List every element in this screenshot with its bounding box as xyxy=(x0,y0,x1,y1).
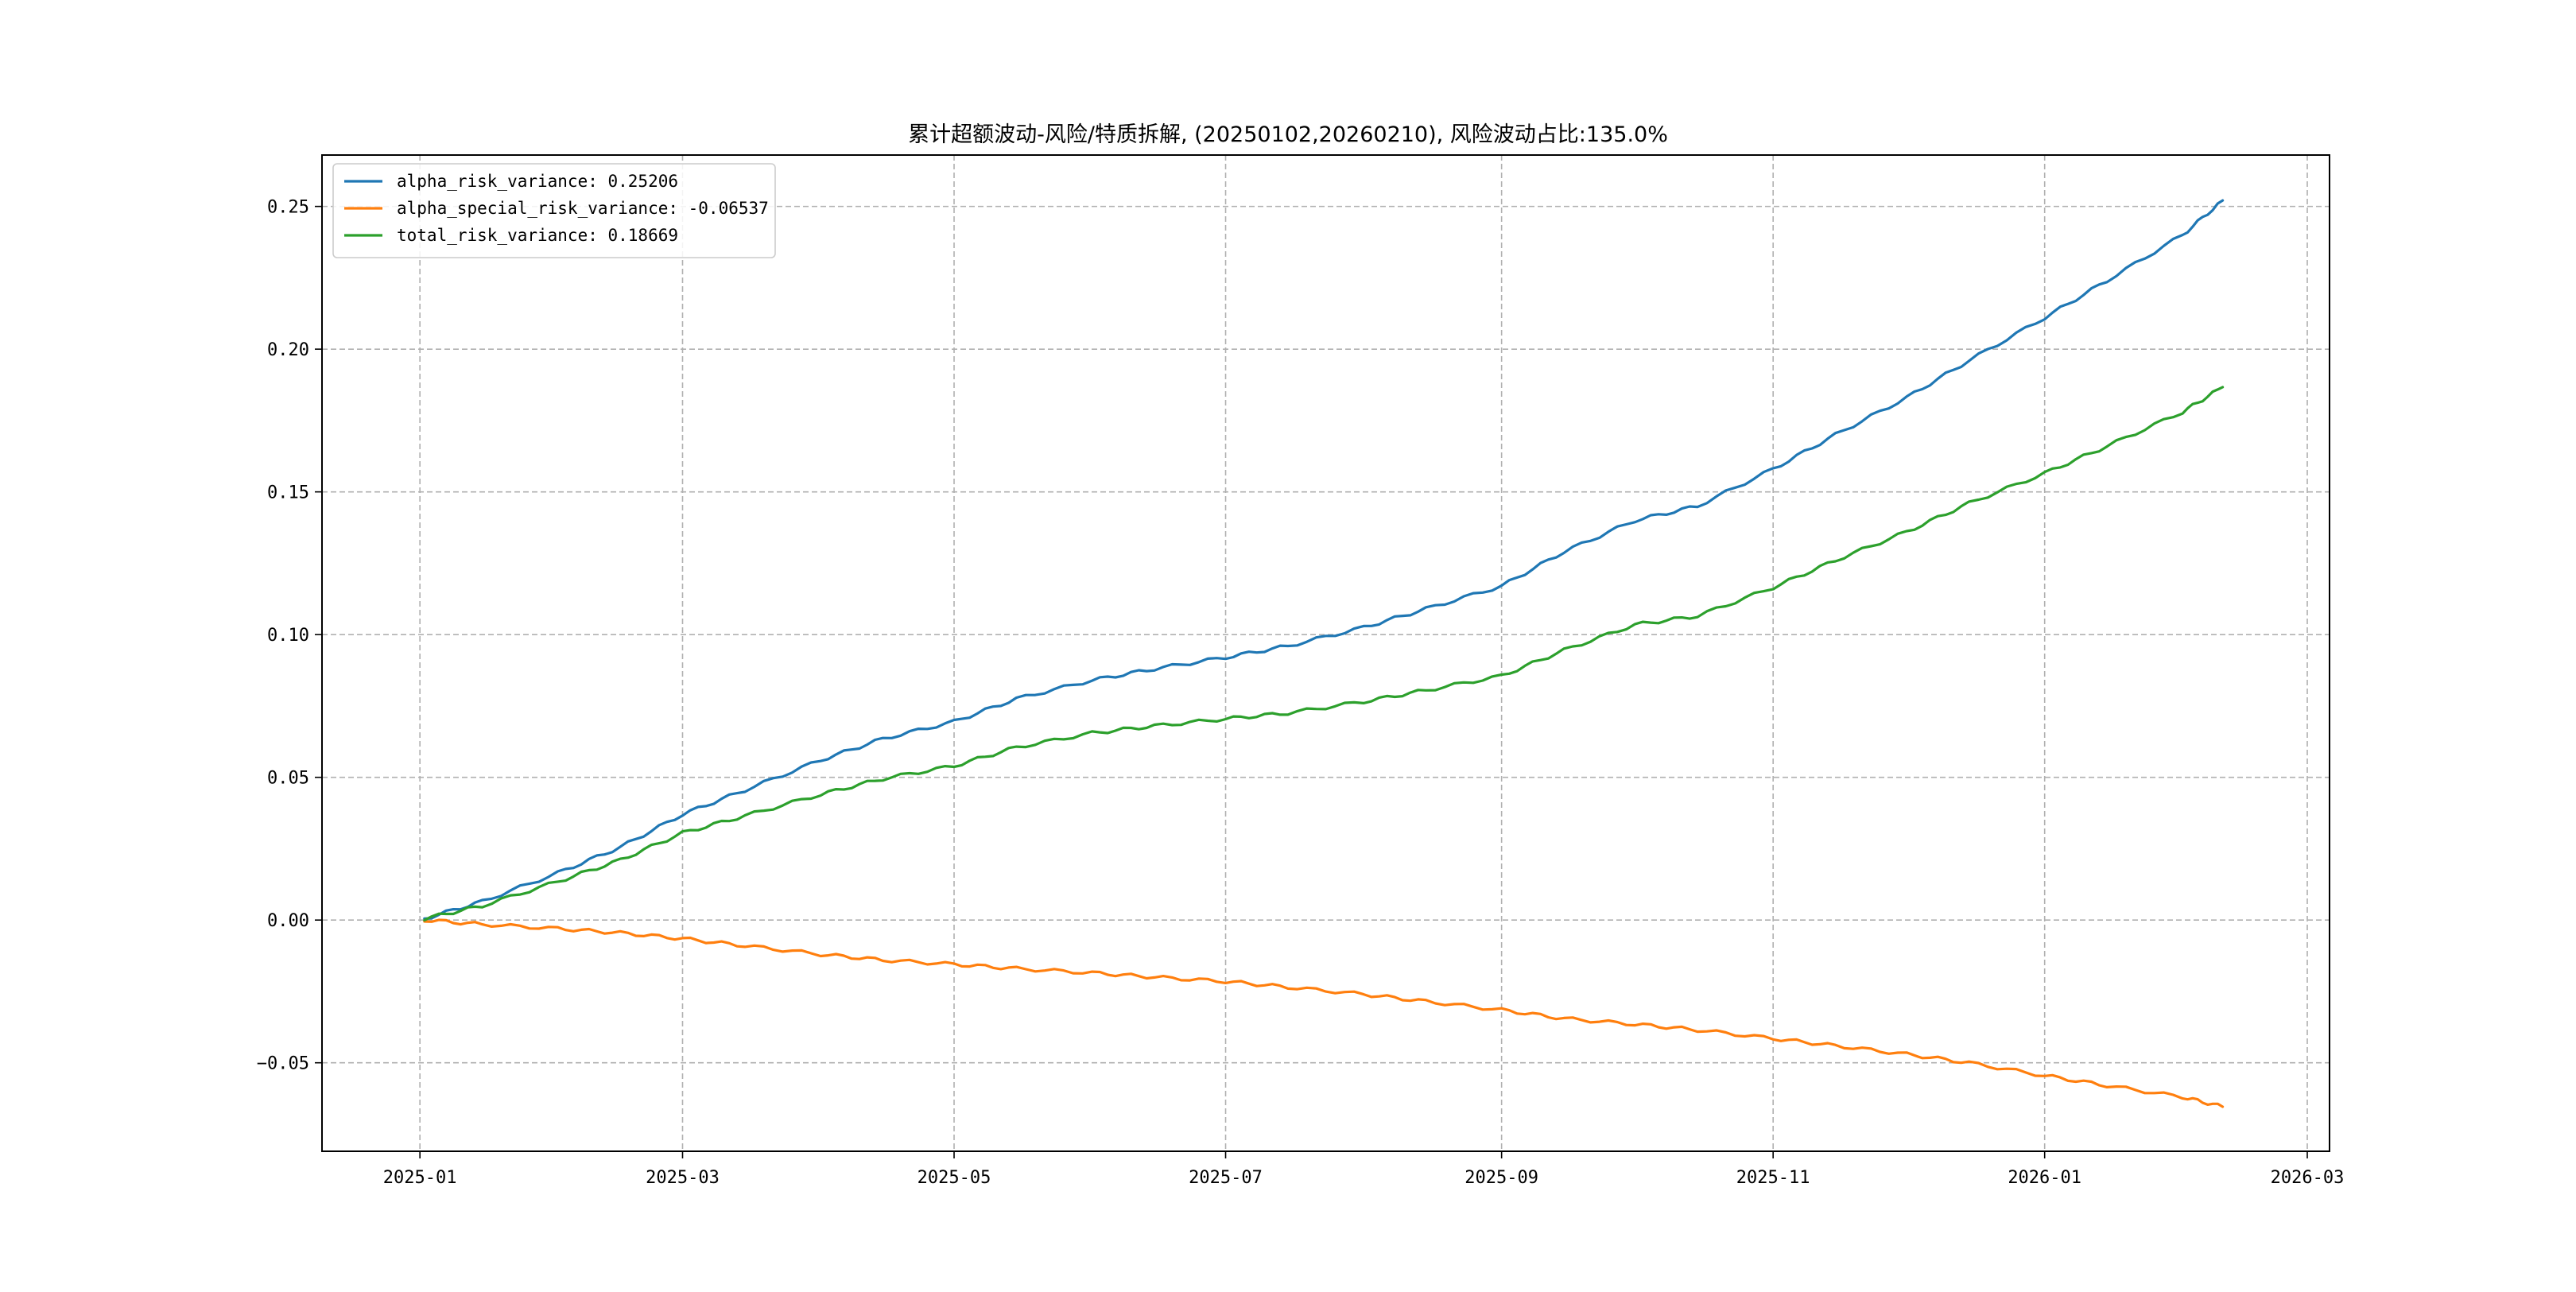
y-tick-label: 0.10 xyxy=(267,626,309,646)
series-line-1 xyxy=(423,918,2225,1108)
y-tick-label: 0.15 xyxy=(267,483,309,503)
y-tick-label: 0.25 xyxy=(267,198,309,218)
x-tick-label: 2025-03 xyxy=(646,1168,720,1188)
x-tick-label: 2025-07 xyxy=(1189,1168,1263,1188)
y-tick-label: −0.05 xyxy=(257,1054,309,1074)
y-tick-label: 0.20 xyxy=(267,340,309,360)
y-tick-label: 0.05 xyxy=(267,769,309,789)
x-tick-label: 2025-11 xyxy=(1736,1168,1810,1188)
x-tick-label: 2025-05 xyxy=(918,1168,991,1188)
axis-ticks: 2025-01 2025-03 2025-05 2025-07 2025-09 2025-… xyxy=(257,198,2345,1188)
plot-frame xyxy=(321,154,2330,1152)
legend: alpha_risk_variance: 0.25206 alpha_specia… xyxy=(332,163,776,258)
x-tick-label: 2025-01 xyxy=(383,1168,457,1188)
legend-label-0: alpha_risk_variance: 0.25206 xyxy=(397,172,678,191)
legend-label-1: alpha_special_risk_variance: -0.06537 xyxy=(397,199,769,218)
chart-title: 累计超额波动-风险/特质拆解, (20250102,20260210), 风险波… xyxy=(908,122,1668,147)
y-tick-label: 0.00 xyxy=(267,911,309,931)
series-lines xyxy=(423,199,2225,1108)
x-tick-label: 2026-03 xyxy=(2271,1168,2345,1188)
x-tick-label: 2025-09 xyxy=(1465,1168,1538,1188)
legend-label-2: total_risk_variance: 0.18669 xyxy=(397,226,678,245)
series-line-0 xyxy=(423,199,2225,921)
series-line-2 xyxy=(423,386,2225,922)
legend-box xyxy=(332,163,776,258)
grid xyxy=(322,155,2330,1151)
x-tick-label: 2026-01 xyxy=(2008,1168,2081,1188)
